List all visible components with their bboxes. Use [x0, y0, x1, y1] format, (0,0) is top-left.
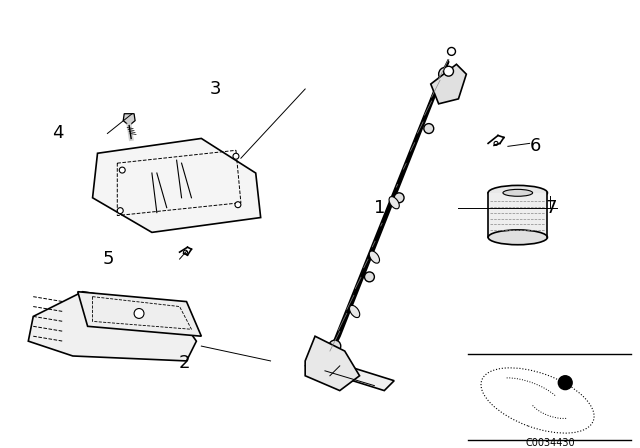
Ellipse shape [369, 251, 380, 263]
Ellipse shape [389, 197, 399, 209]
Text: 2: 2 [178, 354, 189, 372]
Circle shape [117, 208, 124, 214]
Circle shape [184, 250, 188, 254]
Circle shape [134, 309, 144, 319]
Polygon shape [28, 292, 196, 361]
Circle shape [394, 193, 404, 202]
Text: 5: 5 [102, 250, 114, 268]
Circle shape [494, 142, 498, 145]
Polygon shape [124, 114, 135, 125]
Circle shape [444, 66, 454, 76]
Circle shape [233, 153, 239, 159]
Polygon shape [431, 64, 467, 104]
Polygon shape [488, 193, 547, 237]
Polygon shape [305, 336, 360, 391]
Text: 1: 1 [374, 199, 386, 217]
Text: 4: 4 [52, 124, 63, 142]
Text: 3: 3 [210, 80, 221, 98]
Circle shape [424, 124, 434, 134]
Circle shape [329, 340, 340, 352]
Polygon shape [93, 138, 260, 233]
Text: 7: 7 [545, 199, 557, 217]
Polygon shape [305, 356, 394, 391]
Ellipse shape [488, 185, 547, 200]
Ellipse shape [488, 230, 547, 245]
Circle shape [447, 47, 456, 56]
Ellipse shape [503, 190, 532, 196]
Polygon shape [77, 292, 202, 336]
Circle shape [438, 67, 452, 81]
Circle shape [235, 202, 241, 208]
Circle shape [558, 376, 572, 390]
Circle shape [365, 272, 374, 282]
Ellipse shape [349, 306, 360, 318]
Circle shape [119, 167, 125, 173]
Text: C0034430: C0034430 [525, 438, 575, 448]
Polygon shape [330, 59, 449, 351]
Text: 6: 6 [529, 137, 541, 155]
